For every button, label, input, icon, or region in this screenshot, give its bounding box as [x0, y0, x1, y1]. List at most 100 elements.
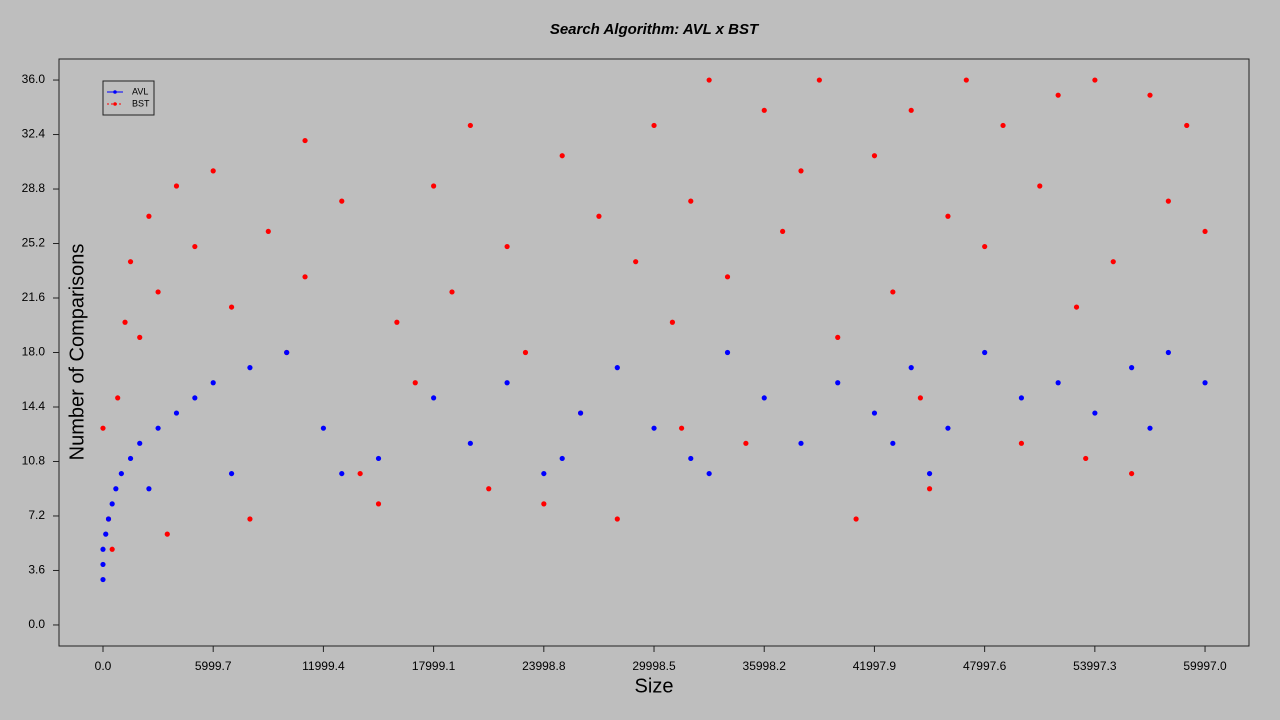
point	[137, 334, 143, 340]
point	[210, 168, 216, 174]
point	[1083, 455, 1089, 462]
point	[871, 153, 878, 159]
point	[982, 243, 988, 250]
point	[1092, 77, 1098, 83]
point	[724, 274, 731, 280]
point	[1165, 349, 1171, 356]
point	[541, 501, 547, 507]
point	[127, 455, 134, 462]
point	[871, 410, 878, 416]
legend-box	[102, 80, 155, 116]
y-tick-label: 25.2	[22, 236, 46, 250]
point	[122, 319, 128, 325]
point	[614, 365, 620, 371]
point	[835, 380, 841, 386]
point	[596, 213, 602, 219]
point	[651, 425, 657, 431]
point	[375, 501, 382, 507]
point	[577, 410, 584, 416]
point	[1165, 198, 1171, 204]
point	[908, 107, 914, 113]
point	[109, 501, 115, 507]
y-tick-label: 10.8	[22, 454, 46, 468]
point	[247, 365, 253, 371]
point	[127, 259, 134, 265]
point	[467, 440, 473, 446]
point	[1055, 380, 1061, 386]
point	[192, 395, 198, 401]
point	[173, 183, 180, 189]
point	[743, 440, 749, 446]
point	[1202, 380, 1208, 386]
x-tick-label: 47997.6	[963, 659, 1007, 673]
chart-title: Search Algorithm: AVL x BST	[550, 21, 760, 38]
y-tick-label: 21.6	[22, 290, 46, 304]
point	[100, 576, 106, 583]
point	[284, 349, 290, 356]
point	[678, 425, 685, 431]
point	[1147, 92, 1153, 98]
point	[1184, 122, 1190, 129]
legend-marker	[113, 102, 117, 106]
point	[522, 349, 529, 356]
point	[917, 395, 923, 401]
point	[706, 77, 712, 83]
x-tick-label: 11999.4	[302, 659, 345, 673]
point	[100, 546, 106, 552]
x-tick-label: 59997.0	[1183, 659, 1227, 673]
x-tick-label: 53997.3	[1073, 659, 1117, 673]
point	[115, 395, 121, 401]
point	[1018, 440, 1025, 446]
point	[890, 440, 896, 446]
point	[339, 470, 345, 477]
point	[1055, 92, 1061, 98]
point	[1202, 228, 1208, 235]
x-axis-label: Size	[635, 675, 674, 697]
point	[963, 77, 969, 83]
point	[1092, 410, 1098, 416]
y-tick-label: 7.2	[28, 508, 45, 522]
point	[633, 259, 639, 265]
x-tick-label: 23998.8	[522, 659, 566, 673]
point	[1129, 365, 1135, 371]
point	[688, 455, 694, 462]
point	[651, 122, 657, 129]
y-tick-label: 18.0	[22, 345, 46, 359]
point	[890, 289, 896, 295]
x-tick-label: 17999.1	[412, 659, 456, 673]
point	[210, 380, 216, 386]
point	[688, 198, 694, 204]
legend-label: AVL	[132, 86, 148, 96]
point	[155, 425, 161, 431]
point	[945, 425, 951, 431]
point	[118, 470, 124, 477]
point	[247, 516, 253, 522]
point	[614, 516, 620, 522]
point	[504, 243, 510, 250]
point	[1147, 425, 1153, 431]
point	[559, 153, 565, 159]
point	[375, 455, 382, 462]
point	[339, 198, 345, 204]
point	[228, 470, 235, 477]
point	[146, 486, 152, 492]
point	[945, 213, 951, 219]
point	[113, 486, 119, 492]
point	[412, 380, 418, 386]
point	[761, 107, 767, 113]
y-axis-label: Number of Comparisons	[66, 244, 88, 461]
point	[669, 319, 676, 325]
y-tick-label: 3.6	[28, 563, 45, 577]
x-tick-label: 0.0	[95, 659, 112, 673]
point	[761, 395, 767, 401]
point	[780, 228, 786, 235]
point	[1129, 470, 1135, 477]
point	[816, 77, 822, 83]
point	[320, 425, 327, 431]
point	[1000, 122, 1006, 129]
y-tick-label: 36.0	[22, 72, 46, 86]
point	[100, 425, 106, 431]
point	[798, 440, 804, 446]
